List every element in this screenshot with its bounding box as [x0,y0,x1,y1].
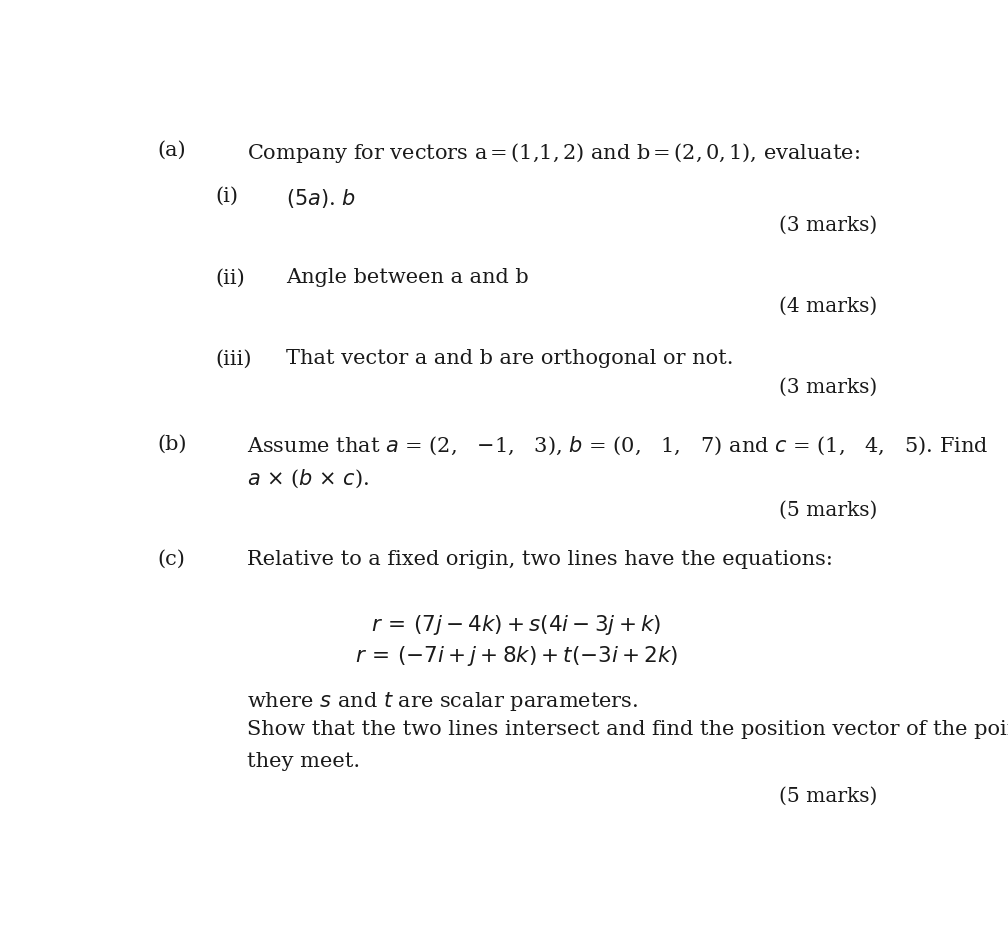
Text: (3 marks): (3 marks) [779,216,878,235]
Text: (3 marks): (3 marks) [779,378,878,397]
Text: Angle between a and b: Angle between a and b [286,268,529,287]
Text: $a$ $\times$ ($b$ $\times$ $c$).: $a$ $\times$ ($b$ $\times$ $c$). [247,467,369,489]
Text: $r\,=\,(-7i+j+8k)+t(-3i+2k)$: $r\,=\,(-7i+j+8k)+t(-3i+2k)$ [355,644,678,668]
Text: (iii): (iii) [216,350,252,368]
Text: Relative to a fixed origin, two lines have the equations:: Relative to a fixed origin, two lines ha… [247,550,833,569]
Text: where $s$ and $t$ are scalar parameters.: where $s$ and $t$ are scalar parameters. [247,690,638,713]
Text: (a): (a) [157,141,185,159]
Text: (b): (b) [157,434,186,454]
Text: they meet.: they meet. [247,752,360,771]
Text: That vector a and b are orthogonal or not.: That vector a and b are orthogonal or no… [286,350,734,368]
Text: Company for vectors a$\,$=$\,$(1,1,$\,$2) and b$\,$=$\,$(2,$\,$0,$\,$1), evaluat: Company for vectors a$\,$=$\,$(1,1,$\,$2… [247,141,860,165]
Text: Show that the two lines intersect and find the position vector of the point wher: Show that the two lines intersect and fi… [247,720,1008,739]
Text: Assume that $a$ = (2,   $-$1,   3), $b$ = (0,   1,   7) and $c$ = (1,   4,   5).: Assume that $a$ = (2, $-$1, 3), $b$ = (0… [247,434,989,458]
Text: (c): (c) [157,550,185,569]
Text: $(5a)$. $b$: $(5a)$. $b$ [286,187,356,211]
Text: (5 marks): (5 marks) [779,500,878,520]
Text: $r\,=\,(7j-4k)+s(4i-3j+k)$: $r\,=\,(7j-4k)+s(4i-3j+k)$ [372,612,661,637]
Text: (4 marks): (4 marks) [779,297,878,316]
Text: (i): (i) [216,187,239,206]
Text: (5 marks): (5 marks) [779,787,878,805]
Text: (ii): (ii) [216,268,246,287]
